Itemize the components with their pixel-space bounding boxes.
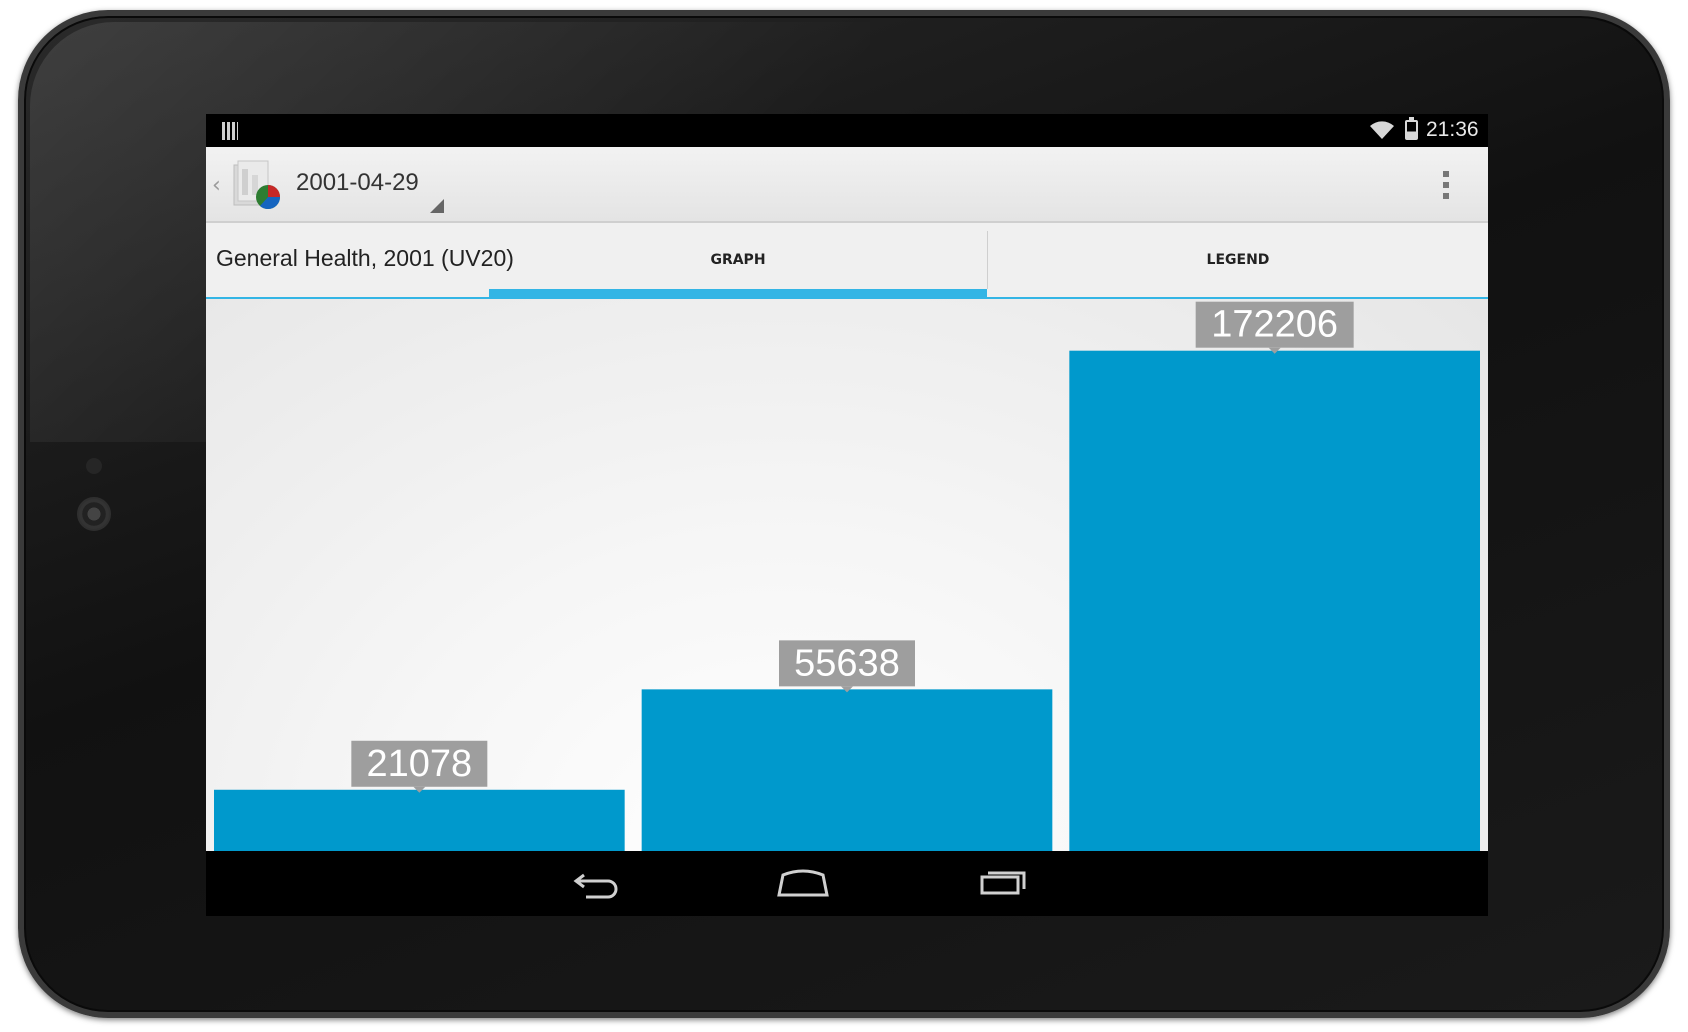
back-icon[interactable]: [570, 865, 630, 901]
battery-icon: [1405, 117, 1418, 140]
value-label-pointer-2: [841, 686, 853, 693]
value-label-1: 21078: [366, 743, 472, 785]
value-label-bg-1: [351, 740, 488, 787]
sensor-dot: [86, 458, 102, 474]
tab-divider: [987, 231, 988, 289]
spinner-arrow-icon: [430, 199, 444, 213]
tab-row: General Health, 2001 (UV20) GRAPH LEGEND: [206, 223, 1488, 299]
barcode-icon: [222, 122, 238, 140]
up-caret-icon[interactable]: ‹: [212, 173, 221, 198]
value-label-bg-2: [779, 640, 915, 687]
value-label-3: 172206: [1211, 304, 1338, 346]
app-icon[interactable]: [228, 159, 284, 211]
bar-3[interactable]: [1069, 350, 1480, 851]
bar-chart-svg: 21078 55638 172206: [214, 301, 1480, 851]
status-clock: 21:36: [1426, 118, 1479, 141]
front-camera: [77, 497, 111, 531]
value-label-2: 55638: [794, 642, 900, 684]
tab-selected-indicator: [489, 289, 987, 297]
home-icon[interactable]: [773, 865, 833, 901]
status-bar: 21:36: [206, 114, 1488, 147]
page-title: General Health, 2001 (UV20): [216, 245, 514, 271]
bar-chart: 21078 55638 172206: [206, 299, 1488, 854]
action-bar: ‹ 2001-04-29: [206, 147, 1488, 223]
value-label-bg-3: [1195, 301, 1354, 348]
navigation-bar: [206, 851, 1488, 916]
bar-2[interactable]: [641, 689, 1053, 851]
value-label-pointer-1: [413, 786, 426, 793]
overflow-menu-icon[interactable]: [1436, 165, 1456, 205]
tab-legend[interactable]: LEGEND: [1206, 252, 1270, 268]
value-label-pointer-3: [1268, 347, 1281, 354]
bar-1[interactable]: [214, 789, 625, 851]
recents-icon[interactable]: [976, 865, 1036, 901]
tab-graph[interactable]: GRAPH: [710, 252, 766, 268]
wifi-icon: [1370, 121, 1394, 139]
date-spinner[interactable]: 2001-04-29: [296, 147, 456, 223]
date-spinner-value: 2001-04-29: [296, 169, 419, 196]
screen: 21:36 ‹ 2001-04-29 General Health, 2001 …: [206, 114, 1488, 916]
